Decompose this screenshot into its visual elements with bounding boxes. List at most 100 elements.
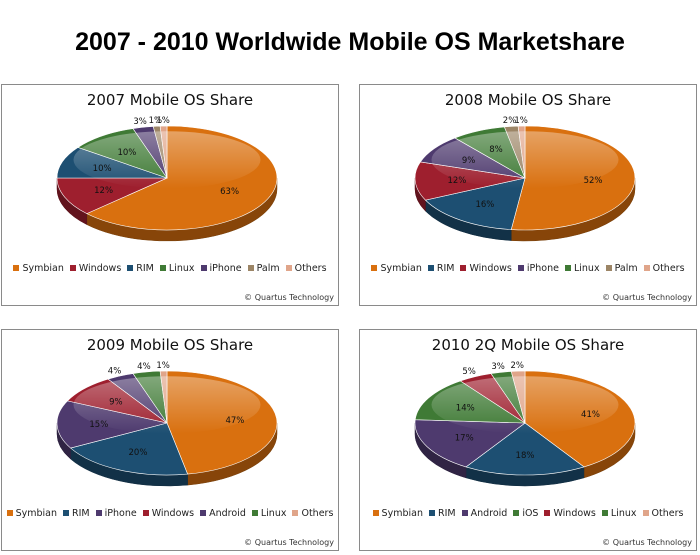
- legend-swatch-linux: [252, 510, 258, 516]
- legend-swatch-iphone: [96, 510, 102, 516]
- legend-swatch-iphone: [518, 265, 524, 271]
- legend-label-others: Others: [301, 508, 333, 519]
- pie-chart-2008: 52% 16% 12% 9% 8% 2%1%: [360, 85, 698, 263]
- legend-swatch-ios: [513, 510, 519, 516]
- legend-swatch-windows: [460, 265, 466, 271]
- legend-label-windows: Windows: [79, 263, 121, 274]
- legend-swatch-symbian: [373, 510, 379, 516]
- chart-panel-2008: 2008 Mobile OS Share 52% 16% 12% 9% 8% 2% 1% S…: [359, 84, 697, 306]
- pie-gloss: [74, 131, 261, 188]
- legend-swatch-rim: [127, 265, 133, 271]
- legend-swatch-linux: [160, 265, 166, 271]
- legend-item-palm: Palm: [606, 263, 638, 274]
- chart-legend: Symbian RIM iPhone Windows Android Linux Other…: [2, 508, 338, 519]
- legend-label-palm: Palm: [615, 263, 638, 274]
- slice-label-rim: 20%: [129, 448, 148, 458]
- legend-label-linux: Linux: [261, 508, 287, 519]
- legend-label-windows: Windows: [152, 508, 194, 519]
- slice-label-others: 1%: [156, 116, 170, 126]
- chart-legend: Symbian RIM Android iOS Windows Linux Others: [360, 508, 696, 519]
- legend-swatch-windows: [143, 510, 149, 516]
- slice-label-android: 17%: [455, 434, 474, 444]
- pie-chart-2007: 63%12%10%10%3% 1%1%: [2, 85, 340, 263]
- pie-chart-2009: 47% 20% 15% 9% 4% 4% 1%: [2, 330, 340, 508]
- legend-swatch-symbian: [371, 265, 377, 271]
- slice-label-symbian: 41%: [581, 410, 600, 420]
- legend-item-android: Android: [200, 508, 246, 519]
- legend-swatch-palm: [606, 265, 612, 271]
- slice-label-symbian: 63%: [220, 187, 239, 197]
- legend-item-linux: Linux: [252, 508, 287, 519]
- legend-item-others: Others: [643, 508, 684, 519]
- slice-label-windows: 9%: [109, 398, 123, 408]
- chart-panel-2007: 2007 Mobile OS Share 63% 12% 10% 10% 3% 1% 1% …: [1, 84, 339, 306]
- legend-item-rim: RIM: [127, 263, 154, 274]
- slice-label-windows: 12%: [94, 186, 113, 196]
- legend-label-iphone: iPhone: [210, 263, 242, 274]
- legend-item-linux: Linux: [565, 263, 600, 274]
- legend-label-symbian: Symbian: [380, 263, 421, 274]
- legend-label-others: Others: [653, 263, 685, 274]
- slice-label-rim: 10%: [93, 164, 112, 174]
- legend-item-iphone: iPhone: [96, 508, 137, 519]
- slice-label-android: 4%: [108, 366, 122, 376]
- slice-label-ios: 14%: [456, 403, 475, 413]
- legend-item-symbian: Symbian: [371, 263, 421, 274]
- legend-swatch-linux: [565, 265, 571, 271]
- chart-legend: Symbian Windows RIM Linux iPhone Palm Others: [2, 263, 338, 274]
- legend-label-rim: RIM: [72, 508, 90, 519]
- legend-item-linux: Linux: [602, 508, 637, 519]
- slice-label-linux: 10%: [117, 148, 136, 158]
- legend-label-symbian: Symbian: [22, 263, 63, 274]
- slice-label-symbian: 47%: [225, 416, 244, 426]
- legend-item-others: Others: [292, 508, 333, 519]
- legend-item-rim: RIM: [63, 508, 90, 519]
- legend-swatch-windows: [544, 510, 550, 516]
- legend-label-rim: RIM: [437, 263, 455, 274]
- legend-swatch-windows: [70, 265, 76, 271]
- credit-text: © Quartus Technology: [244, 293, 334, 302]
- legend-item-others: Others: [286, 263, 327, 274]
- legend-swatch-rim: [429, 510, 435, 516]
- pie-chart-2010-2q: 41% 18% 17% 14% 5% 3% 2%: [360, 330, 698, 508]
- legend-swatch-android: [462, 510, 468, 516]
- page-title: 2007 - 2010 Worldwide Mobile OS Marketsh…: [0, 28, 700, 57]
- legend-swatch-iphone: [201, 265, 207, 271]
- legend-label-linux: Linux: [611, 508, 637, 519]
- legend-item-symbian: Symbian: [7, 508, 57, 519]
- legend-swatch-rim: [63, 510, 69, 516]
- legend-label-symbian: Symbian: [382, 508, 423, 519]
- legend-item-ios: iOS: [513, 508, 538, 519]
- slice-label-others: 1%: [156, 361, 170, 371]
- legend-item-windows: Windows: [70, 263, 121, 274]
- slice-label-windows: 12%: [447, 176, 466, 186]
- legend-label-palm: Palm: [257, 263, 280, 274]
- legend-item-windows: Windows: [143, 508, 194, 519]
- chart-panel-2009: 2009 Mobile OS Share 47% 20% 15% 9% 4% 4% 1% S…: [1, 329, 339, 551]
- slice-label-others: 2%: [511, 361, 525, 371]
- legend-swatch-symbian: [7, 510, 13, 516]
- slice-label-symbian: 52%: [584, 176, 603, 186]
- legend-label-windows: Windows: [553, 508, 595, 519]
- legend-label-rim: RIM: [438, 508, 456, 519]
- legend-swatch-android: [200, 510, 206, 516]
- legend-swatch-others: [644, 265, 650, 271]
- legend-swatch-others: [286, 265, 292, 271]
- legend-label-others: Others: [295, 263, 327, 274]
- chart-legend: Symbian RIM Windows iPhone Linux Palm Others: [360, 263, 696, 274]
- slice-label-others: 1%: [514, 116, 528, 126]
- legend-label-android: Android: [471, 508, 508, 519]
- legend-swatch-others: [292, 510, 298, 516]
- legend-item-iphone: iPhone: [518, 263, 559, 274]
- credit-text: © Quartus Technology: [602, 293, 692, 302]
- credit-text: © Quartus Technology: [244, 538, 334, 547]
- legend-item-symbian: Symbian: [13, 263, 63, 274]
- legend-label-iphone: iPhone: [527, 263, 559, 274]
- slice-label-linux: 3%: [491, 362, 505, 372]
- legend-item-iphone: iPhone: [201, 263, 242, 274]
- legend-label-rim: RIM: [136, 263, 154, 274]
- legend-label-linux: Linux: [574, 263, 600, 274]
- legend-label-android: Android: [209, 508, 246, 519]
- legend-item-rim: RIM: [429, 508, 456, 519]
- legend-swatch-symbian: [13, 265, 19, 271]
